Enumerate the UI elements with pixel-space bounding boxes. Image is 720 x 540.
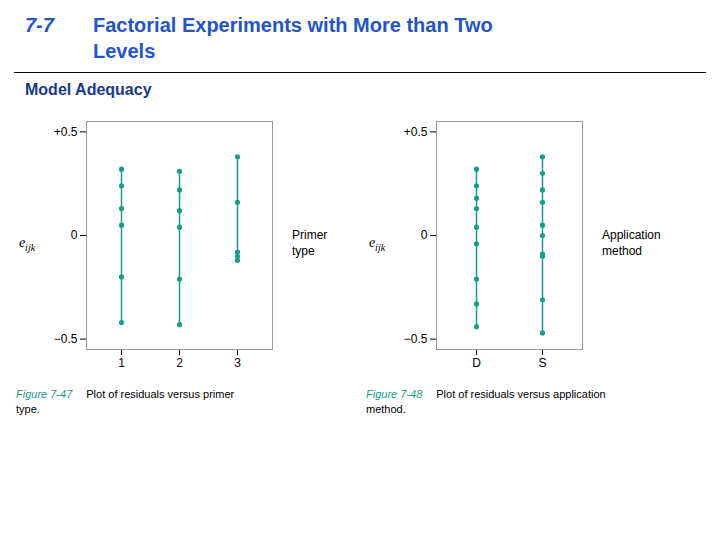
- svg-text:0: 0: [71, 228, 78, 242]
- html-text:Figure 7-48: Figure 7-48: [366, 388, 423, 400]
- html-text:Factorial Experiments with Mor: Factorial Experiments with More than Two…: [93, 14, 493, 62]
- html-text:type: type: [292, 244, 315, 258]
- svg-text:1: 1: [118, 356, 125, 370]
- html-text:Primer: Primer: [292, 228, 328, 243]
- html-text:eijk: eijk: [18, 235, 36, 253]
- html-text:7-7: 7-7: [25, 14, 54, 36]
- html-text:eijk: eijk: [368, 235, 386, 253]
- html-text:method: method: [602, 244, 642, 258]
- html-text:Plot of residuals versus appli: Plot of residuals versus application met…: [366, 388, 606, 415]
- svg-text:+0.5: +0.5: [404, 125, 428, 139]
- svg-text:+0.5: +0.5: [54, 125, 78, 139]
- html-text:Figure 7-47: Figure 7-47: [16, 388, 73, 400]
- html-text:Plot of residuals versus prime: Plot of residuals versus primer type.: [16, 388, 235, 415]
- svg-text:−0.5: −0.5: [404, 332, 428, 346]
- svg-text:0: 0: [421, 228, 428, 242]
- svg-text:2: 2: [176, 356, 183, 370]
- svg-text:−0.5: −0.5: [54, 332, 78, 346]
- svg-text:3: 3: [234, 356, 241, 370]
- svg-text:D: D: [472, 356, 481, 370]
- html-text:Application: Application: [602, 228, 661, 243]
- html-text:Model Adequacy: Model Adequacy: [25, 81, 152, 98]
- svg-text:S: S: [538, 356, 546, 370]
